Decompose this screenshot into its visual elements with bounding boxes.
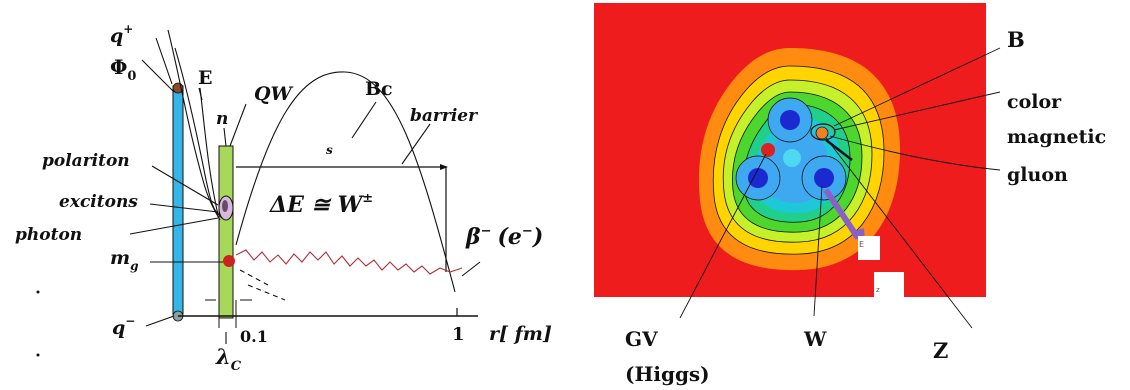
pointer-qplus [155,37,173,85]
gluon-ring [810,123,836,141]
label-magnetic: magnetic [1007,126,1106,148]
qw-bar [218,145,234,319]
purple-arrow-shaft [823,188,861,240]
label-GV: GV [625,327,658,351]
label-phi: Φ0 [110,55,136,84]
center-cyan [783,149,801,167]
white-box-upper-mark: E [859,240,864,249]
label-delta-e: ΔE ≅ W± [269,191,373,218]
label-q-plus: q+ [110,22,133,47]
contour-line-1 [712,65,885,255]
label-W: W [803,327,827,351]
stray-dot-2 [36,353,40,357]
label-QW: QW [254,83,294,105]
pointer-GV [679,153,767,319]
pointer-qminus [145,315,175,327]
lobe-right [814,168,834,188]
label-tick-01: 0.1 [240,327,268,346]
contour-line-3 [732,91,863,233]
lobe-top [780,110,800,130]
exciton-core [222,200,228,212]
quark-lobes [735,97,847,201]
label-s: s [326,143,333,157]
lobe-left [748,168,768,188]
pointer-E [198,87,203,101]
label-lambda: λC [215,344,242,374]
pointer-photon [129,217,219,235]
label-polariton: polariton [42,151,130,171]
right-pointers [679,47,1001,329]
label-tick-1: 1 [452,324,465,345]
label-Bc: Bc [365,78,393,100]
label-beta: β− (e−) [465,224,543,250]
white-box-lower-mark: z [876,286,880,294]
right-nucleon-diagram: E z B color magnetic gluon GV (Higgs) W … [594,3,1106,386]
label-Z: Z [933,338,948,363]
contour-lines [712,65,885,255]
contour-line-2 [722,79,873,243]
label-excitons: excitons [59,192,138,212]
contour-line-4 [743,103,851,223]
label-photon: photon [15,225,82,245]
pointer-color [833,91,1001,131]
pointer-polariton [151,165,219,206]
pointer-B [833,47,1001,127]
label-color: color [1007,91,1062,113]
label-mass: mg [110,247,139,273]
label-B: B [1007,27,1025,52]
pointer-n [223,127,227,147]
e-field-curve-3 [199,87,219,216]
e-field-curve-2 [174,47,223,219]
left-quantum-diagram: q+ Φ0 E QW n Bc barrier s polariton exci… [15,22,552,374]
pointer-barrier [401,123,431,165]
mass-dot [223,255,235,267]
noise-line [235,249,463,275]
white-box-upper [858,236,880,260]
barrier-curve [235,71,456,293]
label-r-axis: r[ fm] [489,323,552,345]
label-n: n [216,109,228,129]
label-Higgs: (Higgs) [625,362,710,386]
dashed-decay [239,269,286,301]
pointer-QW [229,103,247,147]
pointer-W [813,185,823,317]
pointer-Bc [351,101,377,139]
label-E: E [198,67,212,89]
pointer-phi [141,59,175,93]
pointer-Z [825,137,973,329]
gluon-orange-dot [815,126,829,140]
stray-dot-1 [36,290,40,294]
pointer-excitons [149,203,219,213]
phi-bar [172,85,184,315]
white-box-lower [874,272,904,298]
label-barrier: barrier [410,106,478,126]
pointer-gluon [829,135,1001,171]
higgs-red-dot [761,143,775,157]
pointer-beta [461,261,481,277]
delta-e-arrow [440,164,448,170]
label-q-minus: q− [112,314,135,339]
label-gluon: gluon [1007,164,1068,186]
